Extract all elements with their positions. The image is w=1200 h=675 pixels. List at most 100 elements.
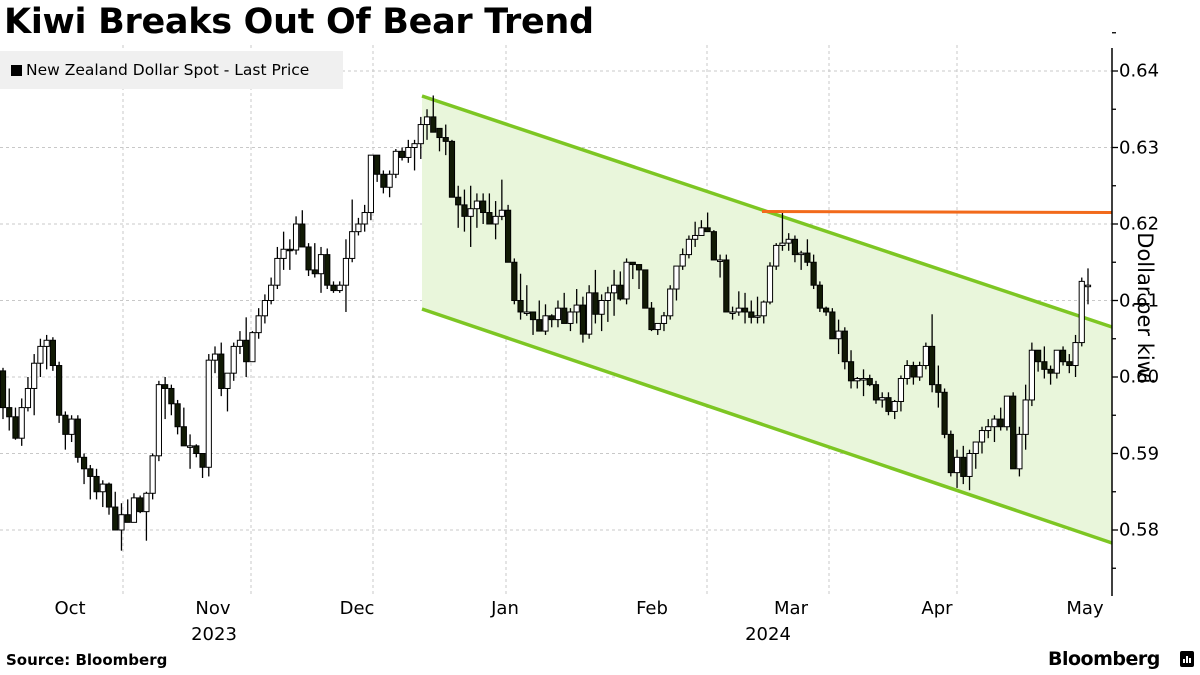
x-tick-label: Mar	[774, 598, 808, 619]
candle-down	[0, 370, 7, 409]
candle-down	[12, 416, 19, 439]
candle-up	[392, 150, 399, 175]
candle-down	[941, 391, 948, 435]
candle-down	[168, 387, 175, 405]
candle-down	[430, 116, 437, 133]
candle-up	[610, 284, 618, 294]
candle-down	[635, 264, 643, 271]
candle-up	[667, 288, 674, 317]
x-tick-label: Jan	[491, 598, 519, 619]
candle-down	[748, 311, 755, 318]
x-tick-label: Feb	[636, 598, 668, 619]
candle-up	[835, 330, 842, 340]
candle-down	[1047, 368, 1054, 374]
candle-up	[492, 215, 499, 225]
candle-up	[43, 339, 50, 347]
candle-down	[823, 307, 830, 313]
candle-up	[854, 378, 861, 382]
candle-up	[230, 345, 237, 374]
candle-up	[130, 497, 138, 523]
candle-up	[760, 301, 767, 317]
candle-down	[124, 514, 131, 523]
candle-up	[860, 378, 867, 381]
legend-label: New Zealand Dollar Spot - Last Price	[26, 61, 310, 79]
candle-up	[685, 238, 693, 256]
candle-down	[829, 311, 836, 340]
candle-down	[629, 261, 636, 266]
candle-down	[872, 384, 880, 401]
candle-up	[679, 254, 686, 267]
candle-down	[997, 418, 1004, 428]
candle-down	[305, 246, 312, 271]
candle-down	[199, 453, 206, 468]
candle-down	[885, 397, 892, 412]
candle-up	[1028, 349, 1035, 401]
candle-up	[1016, 433, 1023, 470]
candle-up	[68, 418, 75, 435]
candle-up	[573, 304, 580, 313]
legend: New Zealand Dollar Spot - Last Price	[0, 51, 343, 89]
candle-up	[236, 339, 244, 347]
candle-down	[174, 403, 181, 428]
candle-down	[137, 497, 144, 513]
candle-up	[155, 384, 162, 457]
candle-down	[105, 483, 113, 508]
candle-up	[274, 257, 281, 286]
candle-up	[99, 483, 106, 493]
candle-down	[218, 353, 225, 389]
x-tick-label: Dec	[339, 598, 375, 619]
candle-down	[529, 311, 537, 321]
candle-up	[735, 307, 742, 313]
candle-up	[386, 173, 393, 188]
candle-down	[517, 300, 524, 313]
candle-down	[704, 227, 711, 233]
candle-down	[548, 315, 555, 321]
candles	[0, 95, 1092, 551]
candle-up	[698, 227, 705, 236]
candle-up	[978, 430, 986, 443]
candle-up	[349, 231, 356, 259]
candle-up	[604, 292, 611, 302]
candle-up	[660, 315, 668, 324]
candle-down	[299, 223, 306, 248]
candle-down	[56, 365, 63, 416]
candle-down	[93, 475, 100, 493]
candle-down	[380, 173, 387, 188]
candle-up	[473, 200, 481, 210]
candle-down	[723, 259, 730, 313]
candle-up	[623, 261, 630, 300]
candle-up	[211, 353, 219, 361]
candle-down	[193, 445, 200, 455]
candle-down	[1066, 361, 1073, 367]
chart-title: Kiwi Breaks Out Of Bear Trend	[4, 2, 594, 42]
candle-down	[480, 200, 487, 214]
candle-up	[1078, 280, 1085, 344]
candle-down	[617, 284, 624, 300]
candle-up	[205, 359, 212, 468]
candle-up	[766, 265, 774, 303]
candle-up	[985, 426, 992, 432]
x-tick-label: Oct	[54, 598, 86, 619]
candle-up	[255, 315, 262, 334]
candle-down	[180, 426, 187, 447]
candle-up	[966, 453, 973, 477]
candle-down	[847, 361, 855, 382]
candle-down	[841, 330, 848, 363]
bloomberg-chart-icon	[1180, 651, 1194, 667]
candle-up	[355, 223, 362, 233]
candle-down	[6, 407, 13, 418]
candle-up	[523, 311, 530, 314]
candle-up	[498, 209, 505, 217]
candle-down	[374, 154, 381, 175]
candle-up	[673, 265, 680, 290]
candle-down	[448, 140, 456, 198]
candle-down	[62, 414, 69, 435]
candle-down	[436, 127, 443, 139]
candle-up	[405, 147, 412, 158]
trend-channel	[421, 94, 1113, 545]
candle-down	[648, 307, 655, 331]
candle-up	[598, 300, 605, 315]
source-note: Source: Bloomberg	[6, 651, 168, 669]
candle-up	[24, 387, 32, 409]
